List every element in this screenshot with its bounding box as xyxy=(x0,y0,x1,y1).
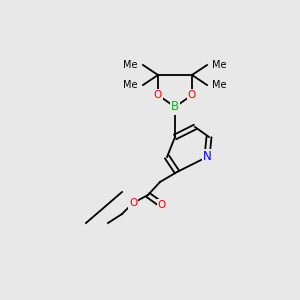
Text: Me: Me xyxy=(124,80,138,90)
Text: O: O xyxy=(154,90,162,100)
Text: N: N xyxy=(202,151,211,164)
Text: Me: Me xyxy=(212,80,226,90)
Text: Me: Me xyxy=(212,60,226,70)
Text: O: O xyxy=(188,90,196,100)
Text: B: B xyxy=(171,100,179,113)
Text: O: O xyxy=(129,198,137,208)
Text: O: O xyxy=(158,200,166,210)
Text: Me: Me xyxy=(124,60,138,70)
